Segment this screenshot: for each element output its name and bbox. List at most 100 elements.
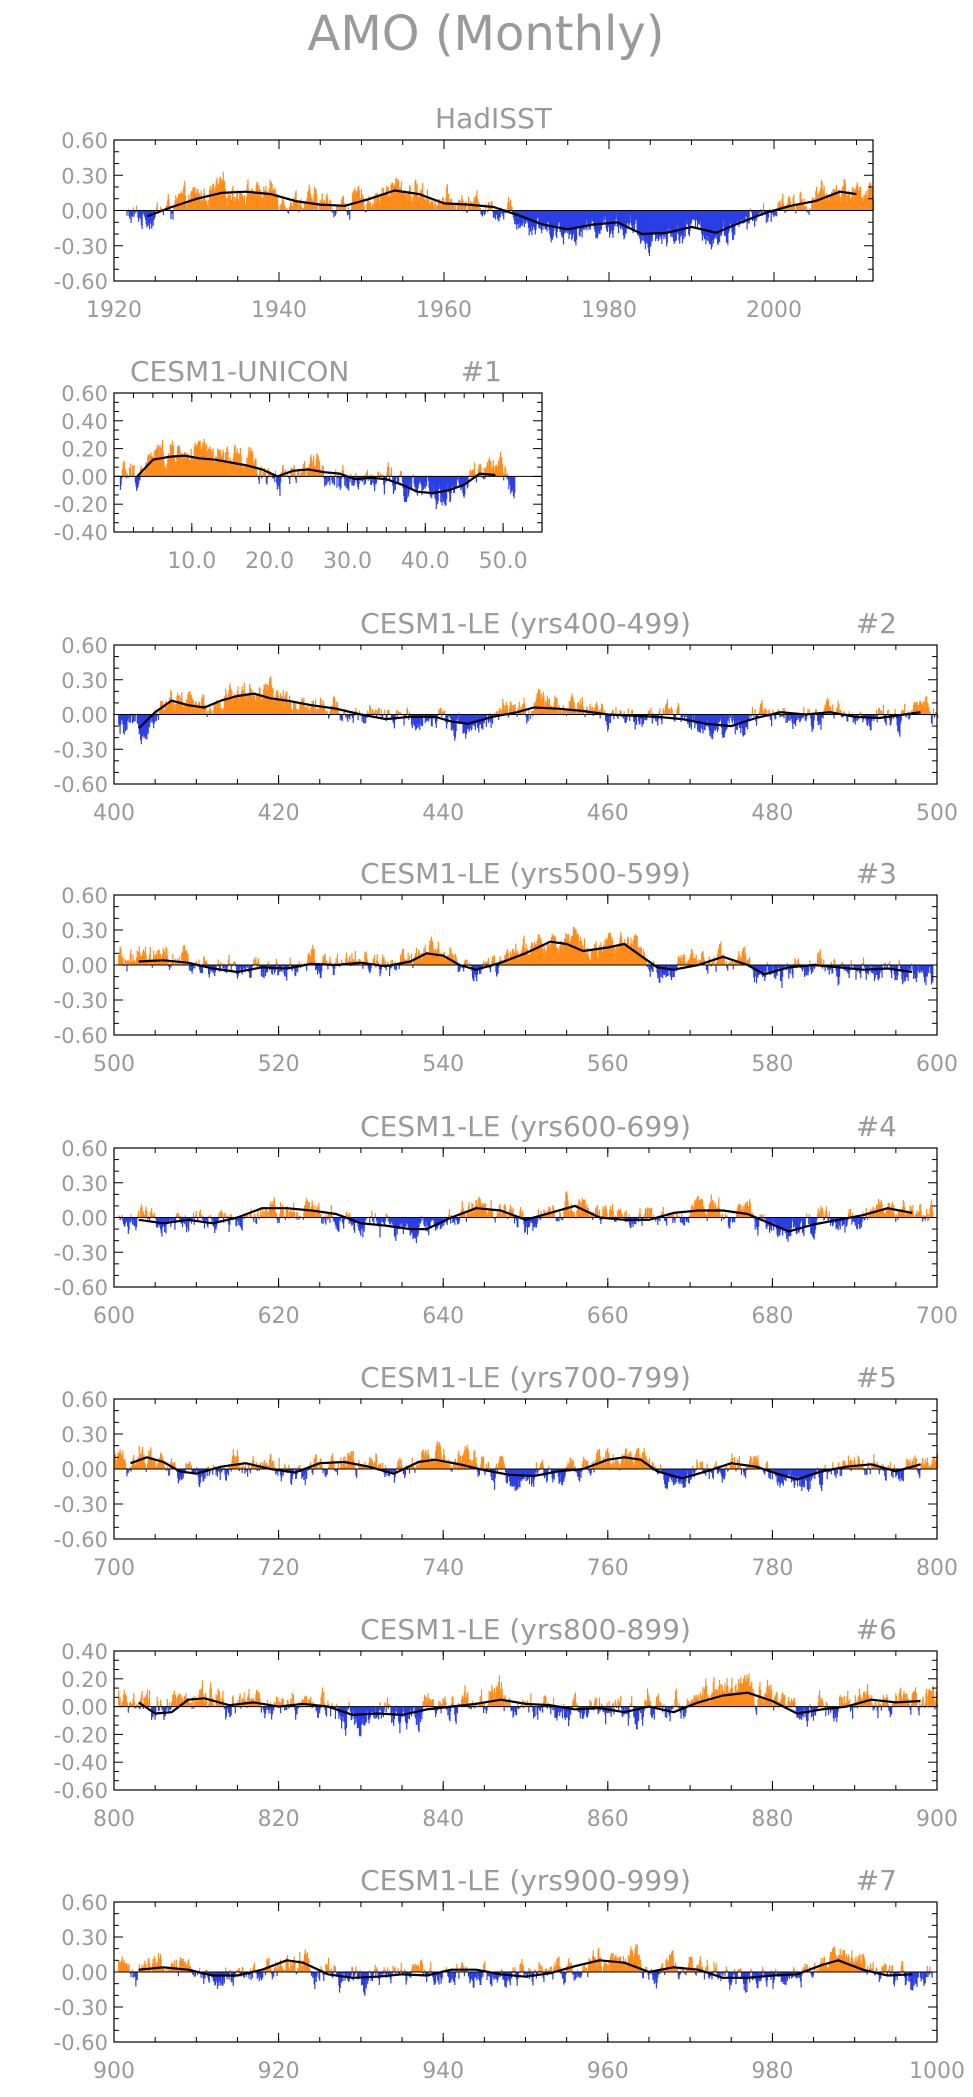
anomaly-bar bbox=[482, 210, 484, 214]
anomaly-bar bbox=[269, 472, 271, 477]
anomaly-bar bbox=[314, 960, 316, 965]
anomaly-bar bbox=[435, 714, 437, 728]
anomaly-bar bbox=[699, 961, 701, 965]
anomaly-bar bbox=[383, 192, 385, 211]
anomaly-bar bbox=[599, 210, 601, 235]
anomaly-bar bbox=[569, 945, 571, 965]
anomaly-bar bbox=[511, 476, 513, 492]
anomaly-bar bbox=[394, 183, 396, 211]
anomaly-bar bbox=[158, 453, 160, 477]
anomaly-bar bbox=[552, 935, 555, 965]
anomaly-bar bbox=[846, 714, 848, 722]
anomaly-bar bbox=[210, 710, 212, 715]
anomaly-bar bbox=[410, 476, 412, 481]
anomaly-bar bbox=[592, 210, 594, 222]
anomaly-bar bbox=[334, 962, 337, 965]
anomaly-bar bbox=[421, 192, 423, 211]
anomaly-bar bbox=[607, 714, 609, 732]
anomaly-bar bbox=[621, 210, 623, 224]
anomaly-bar bbox=[913, 965, 915, 980]
anomaly-bar bbox=[312, 704, 314, 715]
anomaly-bar bbox=[391, 960, 393, 965]
anomaly-bar bbox=[132, 714, 134, 722]
anomaly-bar bbox=[704, 714, 706, 731]
anomaly-bar bbox=[394, 476, 396, 485]
anomaly-bar bbox=[758, 711, 760, 715]
anomaly-bar bbox=[859, 186, 861, 211]
anomaly-bar bbox=[364, 951, 366, 965]
anomaly-bar bbox=[739, 210, 741, 225]
anomaly-bar bbox=[408, 962, 410, 965]
anomaly-bar bbox=[288, 703, 290, 715]
anomaly-bar bbox=[147, 210, 149, 226]
anomaly-bar bbox=[433, 476, 435, 495]
anomaly-bar bbox=[449, 947, 451, 965]
anomaly-bar bbox=[644, 714, 646, 716]
anomaly-bar bbox=[633, 714, 636, 723]
anomaly-bar bbox=[330, 705, 332, 715]
anomaly-bar bbox=[145, 466, 147, 477]
anomaly-bar bbox=[171, 446, 173, 477]
anomaly-bar bbox=[674, 965, 676, 969]
anomaly-bar bbox=[588, 210, 590, 230]
anomaly-bar bbox=[797, 960, 799, 965]
anomaly-bar bbox=[202, 196, 204, 211]
anomaly-bar bbox=[226, 198, 228, 211]
anomaly-bar bbox=[912, 709, 914, 715]
anomaly-bar bbox=[855, 186, 858, 211]
anomaly-bar bbox=[714, 714, 716, 731]
anomaly-bar bbox=[267, 688, 269, 715]
anomaly-bar bbox=[144, 946, 147, 965]
anomaly-bar bbox=[225, 965, 227, 968]
anomaly-bar bbox=[152, 1216, 154, 1218]
anomaly-bar bbox=[529, 954, 531, 965]
anomaly-bar bbox=[146, 1210, 148, 1218]
anomaly-bar bbox=[496, 965, 498, 975]
anomaly-bar bbox=[894, 965, 896, 981]
anomaly-bar bbox=[395, 476, 397, 479]
anomaly-bar bbox=[614, 210, 616, 227]
anomaly-bar bbox=[930, 965, 932, 974]
anomaly-bar bbox=[840, 961, 843, 965]
anomaly-bar bbox=[278, 701, 280, 715]
anomaly-bar bbox=[858, 190, 860, 211]
anomaly-bar bbox=[533, 941, 535, 965]
anomaly-bar bbox=[216, 456, 218, 477]
anomaly-bar bbox=[171, 699, 173, 715]
anomaly-bar bbox=[293, 965, 295, 967]
anomaly-bar bbox=[792, 196, 794, 211]
anomaly-bar bbox=[926, 965, 928, 977]
anomaly-bar bbox=[428, 944, 430, 965]
anomaly-bar bbox=[446, 186, 448, 211]
anomaly-bar bbox=[127, 210, 129, 212]
anomaly-bar bbox=[119, 714, 121, 734]
anomaly-bar bbox=[620, 210, 622, 230]
anomaly-bar bbox=[185, 204, 187, 211]
anomaly-bar bbox=[228, 460, 230, 477]
anomaly-bar bbox=[756, 210, 758, 219]
anomaly-bar bbox=[759, 707, 761, 715]
anomaly-bar bbox=[236, 965, 238, 975]
anomaly-bar bbox=[726, 965, 728, 969]
anomaly-bar bbox=[309, 467, 311, 477]
anomaly-bar bbox=[151, 210, 153, 229]
anomaly-bar bbox=[918, 965, 920, 974]
anomaly-bar bbox=[554, 698, 557, 715]
anomaly-bar bbox=[522, 938, 524, 965]
anomaly-bar bbox=[417, 714, 420, 728]
anomaly-bar bbox=[856, 182, 858, 211]
anomaly-bar bbox=[479, 463, 481, 477]
anomaly-bar bbox=[843, 179, 845, 211]
anomaly-bar bbox=[337, 1217, 339, 1231]
anomaly-bar bbox=[155, 1217, 157, 1220]
anomaly-bar bbox=[870, 714, 872, 731]
anomaly-bar bbox=[348, 714, 350, 718]
anomaly-bar bbox=[726, 210, 728, 243]
anomaly-bar bbox=[409, 186, 411, 211]
anomaly-bar bbox=[484, 714, 486, 719]
anomaly-bar bbox=[337, 474, 339, 477]
anomaly-bar bbox=[151, 714, 153, 722]
anomaly-bar bbox=[237, 461, 240, 477]
anomaly-bar bbox=[219, 449, 221, 477]
anomaly-bar bbox=[213, 188, 215, 211]
